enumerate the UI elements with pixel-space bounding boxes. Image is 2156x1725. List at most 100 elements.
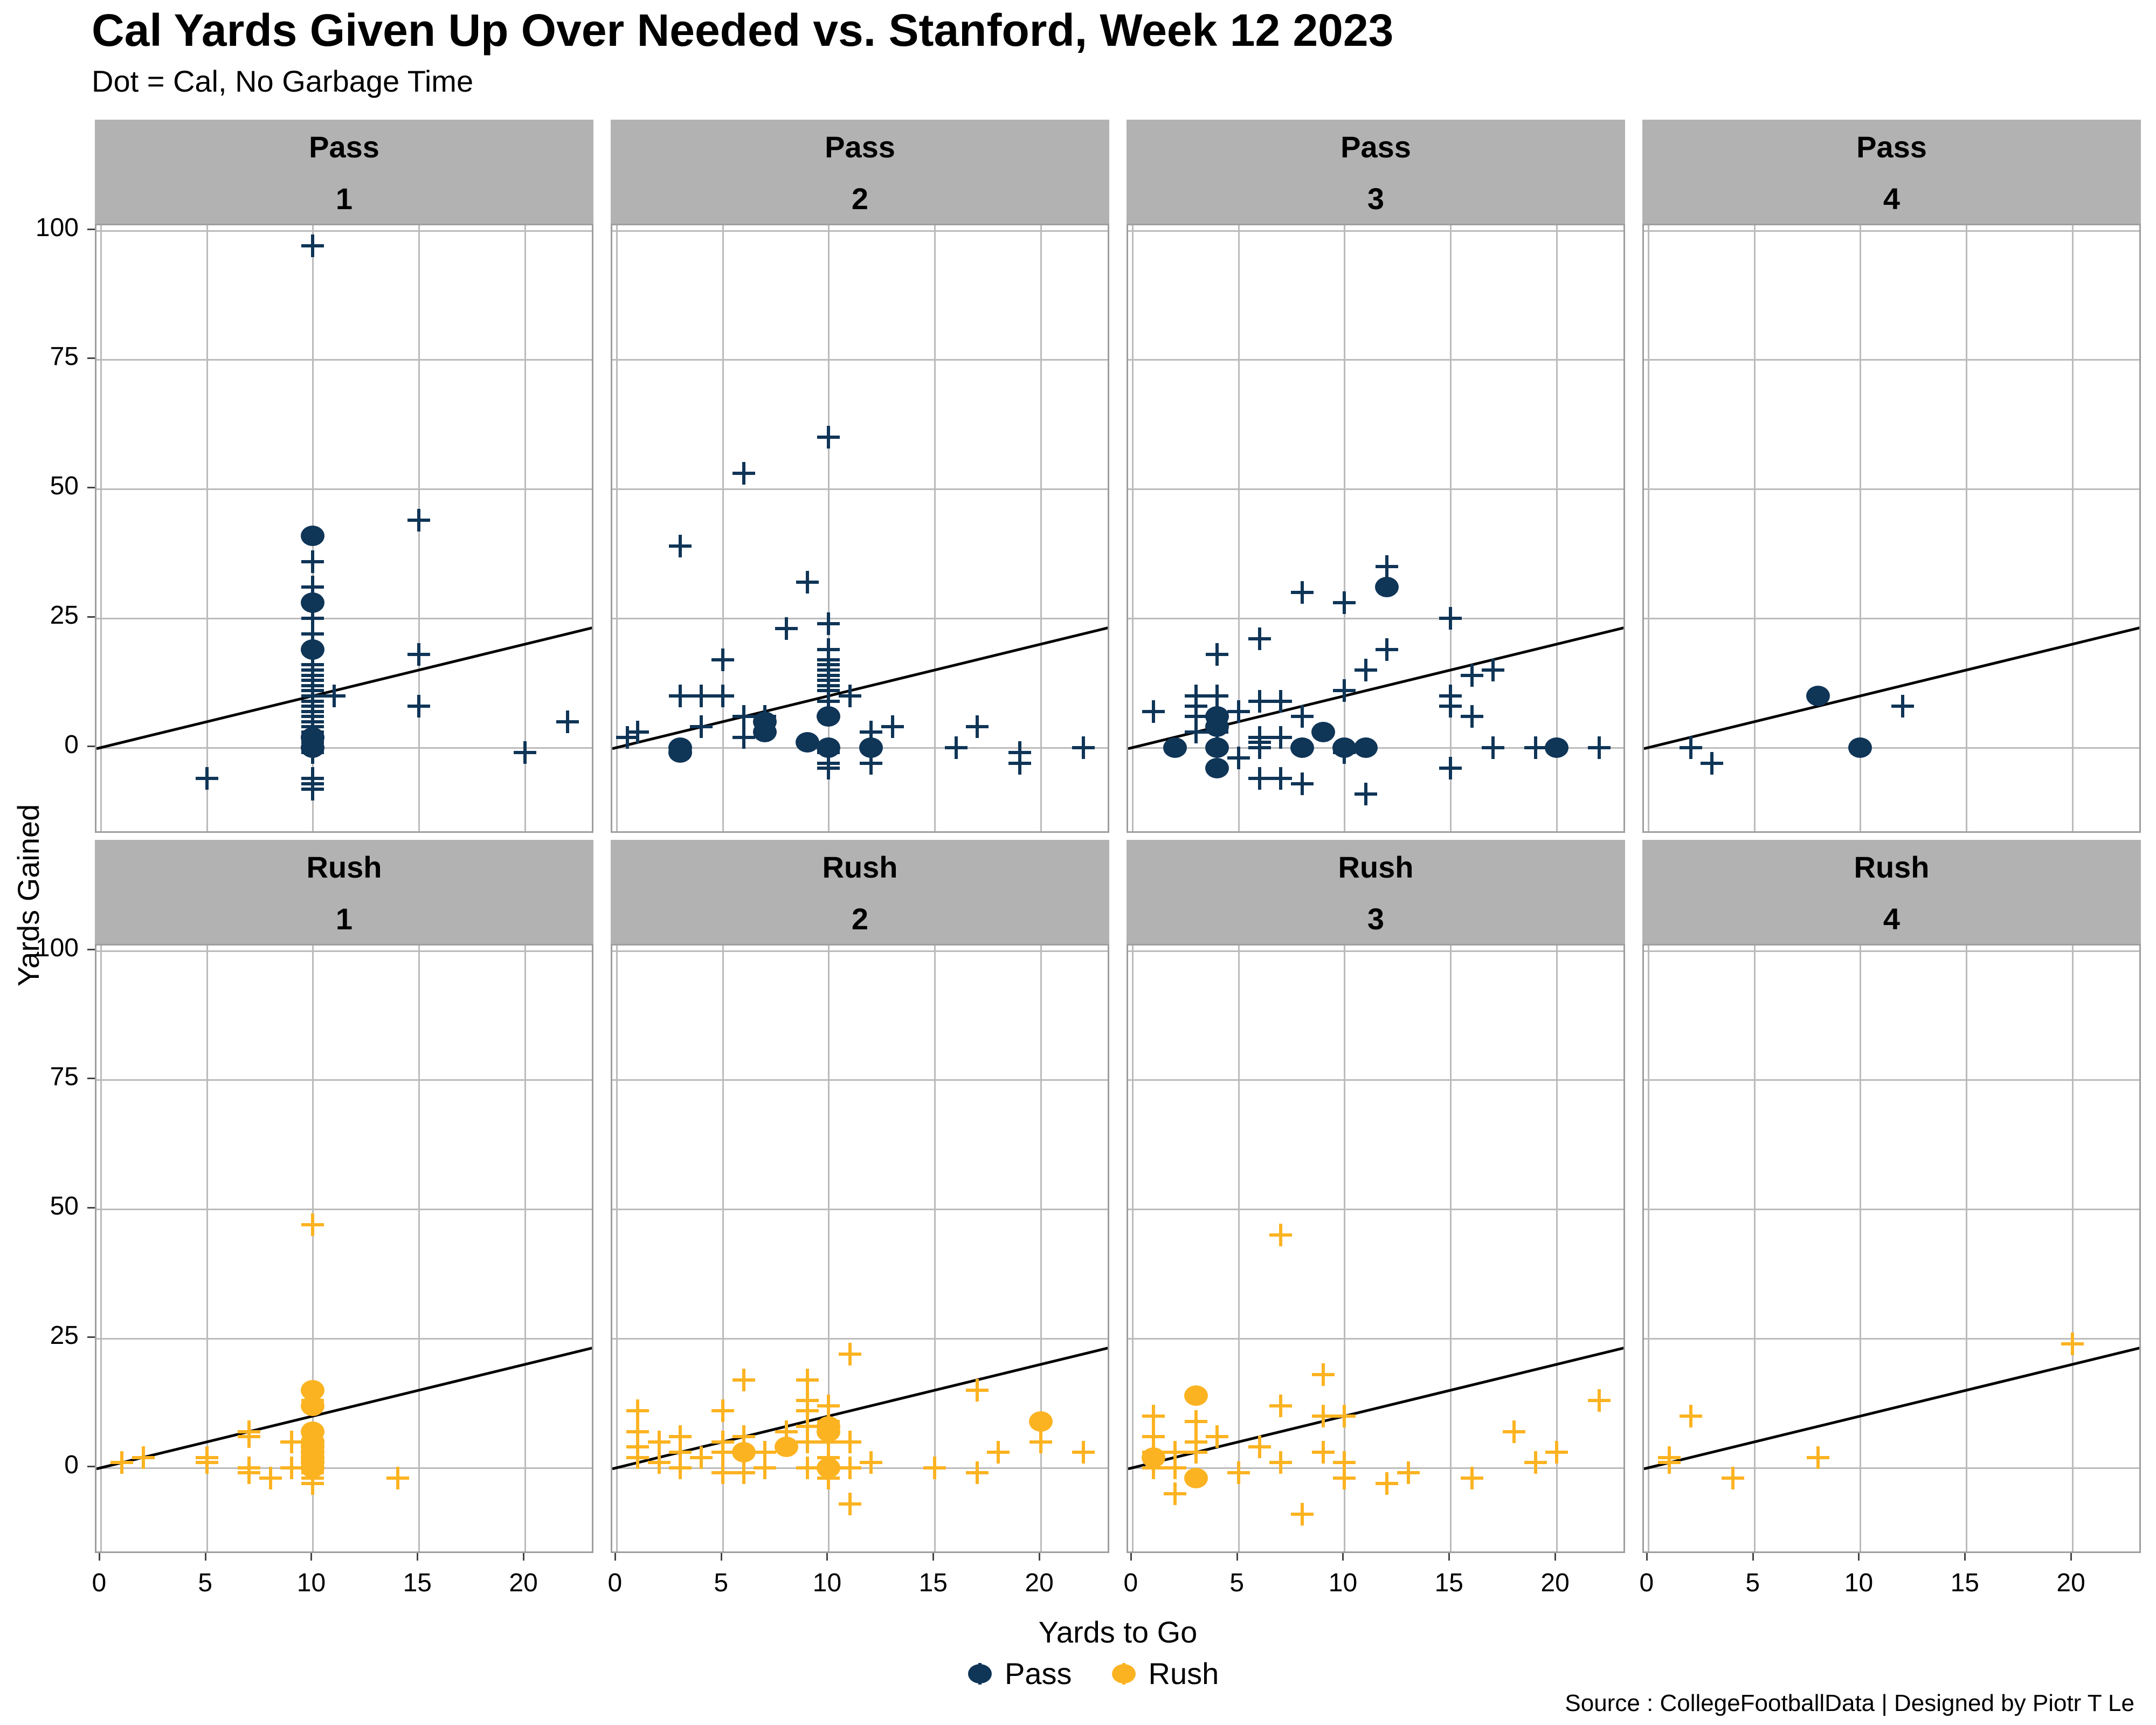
- facet-strip-down-label: 1: [335, 182, 353, 216]
- y-axis-tick: [87, 616, 95, 618]
- stanford-play-plus-marker: [647, 1430, 671, 1453]
- stanford-play-plus-marker: [626, 1399, 649, 1423]
- stanford-play-plus-marker: [754, 1456, 777, 1479]
- x-axis-tick-label: 5: [714, 1569, 729, 1597]
- x-axis-tick: [1858, 1553, 1860, 1561]
- gridline-x: [1753, 225, 1756, 831]
- facet-panel-pass-1: [95, 224, 593, 833]
- stanford-play-plus-marker: [1290, 581, 1314, 604]
- stanford-play-plus-marker: [407, 643, 431, 666]
- stanford-play-plus-marker: [838, 1456, 861, 1479]
- stanford-play-plus-marker: [1524, 736, 1547, 759]
- gridline-y: [96, 950, 592, 952]
- cal-play-dot-marker: [817, 1421, 841, 1442]
- x-axis-tick-label: 15: [918, 1569, 948, 1597]
- gridline-y: [1128, 488, 1623, 491]
- x-axis-tick: [1752, 1553, 1754, 1561]
- gridline-y: [1128, 618, 1623, 620]
- facet-strip-type-label: Pass: [309, 130, 379, 164]
- stanford-play-plus-marker: [1184, 721, 1207, 744]
- stanford-play-plus-marker: [690, 684, 713, 707]
- stanford-play-plus-marker: [733, 462, 756, 485]
- stanford-play-plus-marker: [1142, 1404, 1165, 1427]
- y-axis-tick: [87, 487, 95, 489]
- stanford-play-plus-marker: [1333, 1467, 1356, 1490]
- x-axis-tick: [1130, 1553, 1132, 1561]
- stanford-play-plus-marker: [1163, 1456, 1186, 1479]
- stanford-play-plus-marker: [1587, 736, 1611, 759]
- x-axis-tick-label: 0: [607, 1569, 623, 1597]
- stanford-play-plus-marker: [817, 612, 840, 635]
- facet-strip-down-label: 4: [1883, 182, 1901, 216]
- stanford-play-plus-marker: [1658, 1451, 1681, 1474]
- source-caption: Source : CollegeFootballData | Designed …: [1565, 1690, 2134, 1716]
- stanford-play-plus-marker: [1587, 1389, 1611, 1412]
- gridline-y: [96, 359, 592, 361]
- x-axis-tick-label: 20: [1025, 1569, 1054, 1597]
- stanford-play-plus-marker: [1290, 1503, 1314, 1526]
- gridline-x: [524, 225, 527, 831]
- stanford-play-plus-marker: [1269, 1394, 1293, 1417]
- identity-reference-line: [1644, 626, 2139, 750]
- stanford-play-plus-marker: [733, 1368, 756, 1391]
- stanford-play-plus-marker: [1227, 1461, 1250, 1485]
- stanford-play-plus-marker: [838, 1430, 861, 1453]
- stanford-play-plus-marker: [1524, 1451, 1547, 1474]
- stanford-play-plus-marker: [1029, 1430, 1053, 1453]
- stanford-play-plus-marker: [1460, 705, 1483, 728]
- facet-panel-pass-3: [1127, 224, 1625, 833]
- gridline-y: [1128, 950, 1623, 952]
- gridline-y: [612, 1079, 1108, 1081]
- gridline-x: [1040, 225, 1042, 831]
- gridline-y: [1644, 359, 2139, 361]
- facet-strip-type-label: Pass: [1340, 130, 1411, 164]
- stanford-play-plus-marker: [1269, 1451, 1293, 1474]
- legend-label-rush: Rush: [1148, 1657, 1219, 1690]
- stanford-play-plus-marker: [514, 741, 537, 764]
- stanford-play-plus-marker: [690, 715, 713, 739]
- stanford-play-plus-marker: [1206, 1425, 1229, 1448]
- stanford-play-plus-marker: [1269, 1224, 1293, 1247]
- cal-play-dot-marker: [301, 1395, 325, 1416]
- stanford-play-plus-marker: [1439, 695, 1462, 718]
- stanford-play-plus-marker: [1482, 658, 1505, 681]
- gridline-x: [1450, 946, 1452, 1551]
- x-axis-tick-label: 0: [92, 1569, 107, 1597]
- x-axis-tick: [523, 1553, 525, 1561]
- stanford-play-plus-marker: [1700, 751, 1723, 775]
- stanford-play-plus-marker: [1290, 705, 1314, 728]
- stanford-play-plus-marker: [668, 684, 692, 707]
- stanford-play-plus-marker: [1460, 1467, 1483, 1490]
- cal-play-dot-marker: [1205, 716, 1229, 737]
- gridline-y: [1128, 1338, 1623, 1340]
- y-axis-tick-label: 50: [50, 472, 79, 501]
- identity-reference-line: [1644, 1347, 2139, 1471]
- facet-strip-down-label: 4: [1883, 902, 1901, 936]
- chart-legend: Pass Rush: [965, 1656, 1240, 1691]
- facet-panel-rush-2: [611, 944, 1109, 1553]
- facet-strip-down-label: 2: [851, 182, 869, 216]
- gridline-y: [612, 1209, 1108, 1211]
- cal-play-dot-marker: [1311, 722, 1336, 743]
- stanford-play-plus-marker: [1072, 736, 1095, 759]
- gridline-x: [1238, 225, 1240, 831]
- x-axis-tick-label: 20: [509, 1569, 538, 1597]
- stanford-play-plus-marker: [733, 726, 756, 749]
- x-axis-tick: [417, 1553, 419, 1561]
- x-axis-tick: [1964, 1553, 1966, 1561]
- gridline-y: [612, 1338, 1108, 1340]
- rush-legend-marker-icon: [1109, 1657, 1139, 1691]
- stanford-play-plus-marker: [301, 550, 324, 573]
- gridline-x: [312, 946, 314, 1551]
- gridline-x: [1966, 946, 1968, 1551]
- stanford-play-plus-marker: [1679, 1404, 1702, 1427]
- cal-play-dot-marker: [1029, 1411, 1053, 1432]
- stanford-play-plus-marker: [301, 234, 324, 258]
- y-axis-tick-label: 75: [50, 1062, 79, 1092]
- gridline-y: [96, 1338, 592, 1340]
- cal-play-dot-marker: [1290, 737, 1314, 758]
- gridline-y: [1644, 1467, 2139, 1469]
- gridline-x: [1131, 946, 1134, 1551]
- y-axis-tick: [87, 745, 95, 747]
- pass-legend-marker-icon: [965, 1657, 995, 1691]
